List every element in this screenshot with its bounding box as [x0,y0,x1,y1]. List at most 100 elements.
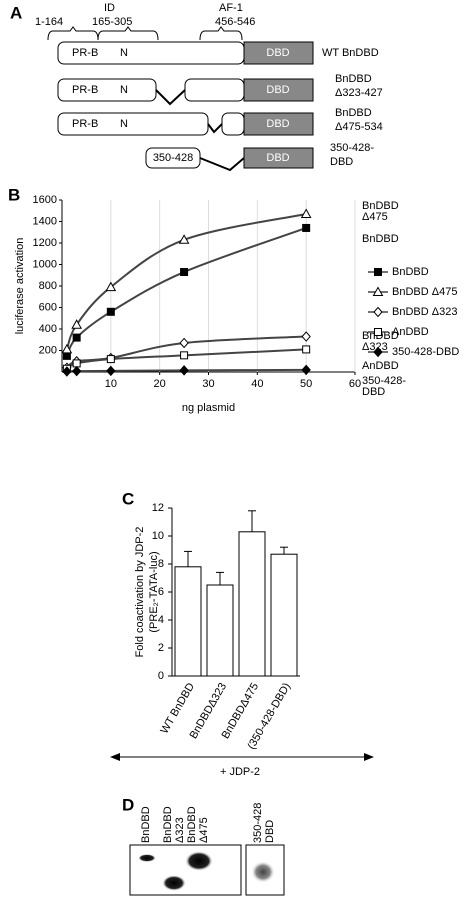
marker [302,223,311,232]
gel-frame [129,844,242,896]
gel-band [251,861,275,883]
marker [373,346,383,358]
region-label: 1-164 [35,16,63,28]
domain-box [184,78,245,102]
brace [199,26,243,41]
end-label: BnDBD [362,233,399,245]
marker [106,355,115,364]
bar [206,584,234,677]
region-label: 165-305 [92,16,132,28]
y-tick-label: 6 [158,586,164,598]
marker [301,331,311,342]
legend-label: AnDBD [392,326,429,338]
end-label: Δ475 [362,211,388,223]
series-line [65,212,307,350]
marker [374,268,382,276]
legend-label: BnDBD Δ323 [392,306,457,318]
gel-band [162,875,186,891]
legend-label: BnDBD [392,266,429,278]
y-tick-label: 10 [152,530,164,542]
lane-label: Δ323 [174,817,186,843]
marker [179,365,189,376]
end-label: DBD [362,386,385,398]
y-tick-label: 1000 [33,258,57,270]
y-tick-label: 400 [39,323,57,335]
brace [97,26,159,41]
construct-name: Δ475-534 [335,121,383,133]
lane-label: DBD [264,820,276,843]
marker [301,364,311,376]
region-label: ID [104,2,115,14]
lane-label: BnDBD [186,806,198,843]
y-tick-label: 12 [152,502,164,514]
y-tick-label: 1200 [33,237,57,249]
x-tick-label: 60 [349,378,361,390]
end-label: Δ323 [362,341,388,353]
marker [373,306,383,318]
brace [47,26,99,41]
marker [105,281,117,292]
lane-label: BnDBD [162,806,174,843]
legend-label: 350-428-DBD [392,346,459,358]
gel-band [138,854,156,862]
y-tick-label: 600 [39,301,57,313]
marker [374,328,382,336]
y-tick-label: 8 [158,558,164,570]
construct-name: DBD [330,156,353,168]
domain-box [243,78,314,102]
marker [72,359,81,368]
y-tick-label: 4 [158,614,164,626]
segment-label: N [120,118,128,130]
segment-label: DBD [266,152,289,164]
marker [62,366,72,377]
marker [179,337,189,349]
marker [180,351,189,360]
y-axis-label: luciferase activation [14,238,26,335]
panel-letter: A [10,3,22,22]
end-label: BnDBD [362,200,399,212]
y-tick-label: 200 [39,344,57,356]
construct-name: Δ323-427 [335,87,383,99]
y-tick-label: 2 [158,642,164,654]
construct-name: BnDBD [335,107,372,119]
x-tick-label: 20 [154,378,166,390]
deletion [155,89,186,106]
domain-box [243,112,314,136]
y-tick-label: 800 [39,280,57,292]
segment-label: DBD [266,118,289,130]
bar [174,566,202,677]
panel-letter: C [122,489,134,508]
construct-name: BnDBD [335,73,372,85]
y-tick-label: 0 [158,670,164,682]
segment-label: N [120,47,128,59]
panel-letter: B [8,185,20,204]
bar [270,553,298,677]
x-tick-label: 10 [105,378,117,390]
segment-label: PR-B [72,47,98,59]
x-tick-label: 50 [300,378,312,390]
domain-box [221,112,245,136]
x-tick-label: 30 [202,378,214,390]
marker [180,268,189,277]
lane-label: Δ475 [198,817,210,843]
segment-label: 350-428 [153,152,193,164]
marker [178,234,190,244]
lane-label: 350-428 [252,803,264,843]
segment-label: N [120,84,128,96]
y-tick-label: 1600 [33,194,57,206]
y-axis-label: (PRE₂-TATA-luc) [148,551,160,632]
y-tick-label: 1400 [33,215,57,227]
region-label: AF-1 [219,2,243,14]
segment-label: DBD [266,84,289,96]
legend-label: BnDBD Δ475 [392,286,457,298]
marker [106,365,116,377]
deletion [199,157,245,172]
gel-band [185,851,213,871]
marker [72,333,81,342]
segment-label: PR-B [72,118,98,130]
marker [372,286,384,296]
segment-label: PR-B [72,84,98,96]
domain-box [243,147,314,169]
domain-box [243,41,314,65]
